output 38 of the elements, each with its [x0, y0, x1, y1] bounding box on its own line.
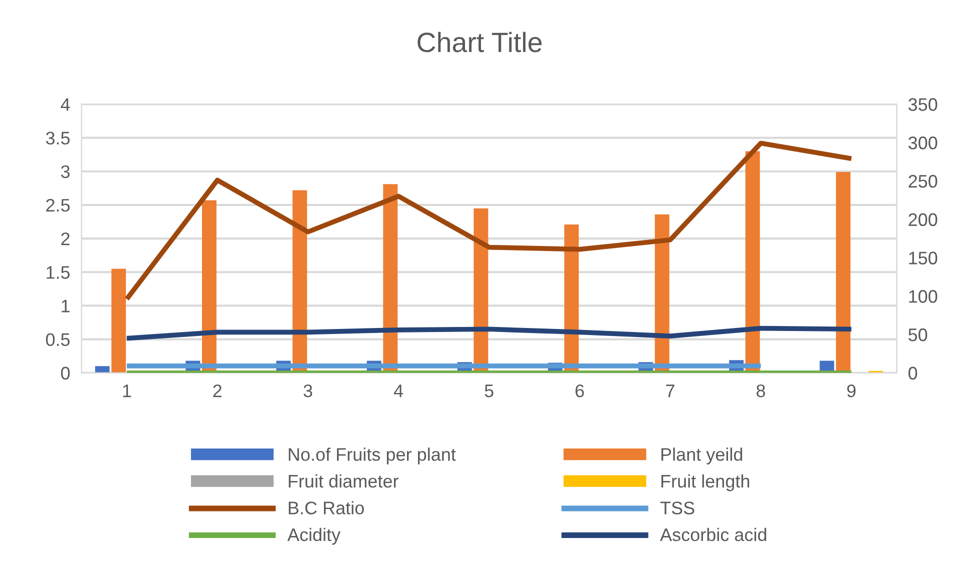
legend-label: B.C Ratio [288, 501, 364, 514]
x-tick-label: 5 [484, 384, 494, 398]
y2-tick-label: 350 [908, 98, 938, 111]
legend-label: Plant yeild [661, 448, 742, 464]
x-tick-label: 8 [756, 384, 766, 398]
y-tick-label: 0.5 [46, 333, 70, 346]
y-tick-label: 3.5 [46, 132, 70, 145]
legend-label: Fruit diameter [288, 474, 398, 488]
y2-tick-label: 250 [908, 174, 938, 188]
x-tick-label: 1 [123, 384, 131, 398]
y2-tick-label: 0 [908, 366, 918, 380]
x-tick-label: 4 [394, 384, 404, 398]
x-tick-label: 2 [213, 384, 222, 398]
legend-label: Fruit length [661, 474, 750, 492]
y2-tick-label: 300 [908, 136, 938, 150]
y2-tick-label: 100 [909, 290, 938, 303]
legend-label: No.of Fruits per plant [288, 448, 456, 464]
x-tick-label: 3 [304, 384, 312, 398]
x-tick-label: 9 [847, 384, 856, 398]
y-tick-label: 4 [60, 98, 70, 111]
y-tick-label: 1.5 [46, 266, 70, 279]
legend-label: Ascorbic acid [660, 528, 766, 542]
chart-title: Chart Title [418, 32, 542, 52]
legend-label: Acidity [287, 528, 341, 545]
y-tick-label: 2.5 [46, 198, 70, 212]
y2-tick-label: 50 [908, 328, 928, 342]
y-tick-label: 2 [61, 232, 70, 246]
y-tick-label: 1 [62, 300, 70, 312]
x-tick-label: 7 [666, 384, 674, 398]
line-series [124, 140, 854, 302]
y-tick-label: 0 [61, 366, 70, 380]
y-tick-label: 3 [61, 165, 70, 178]
x-tick-label: 6 [576, 384, 584, 398]
bar [111, 268, 126, 373]
legend-label: TSS [660, 502, 694, 514]
y2-tick-label: 200 [908, 213, 938, 226]
y2-tick-label: 150 [909, 252, 938, 264]
bar [95, 366, 110, 373]
